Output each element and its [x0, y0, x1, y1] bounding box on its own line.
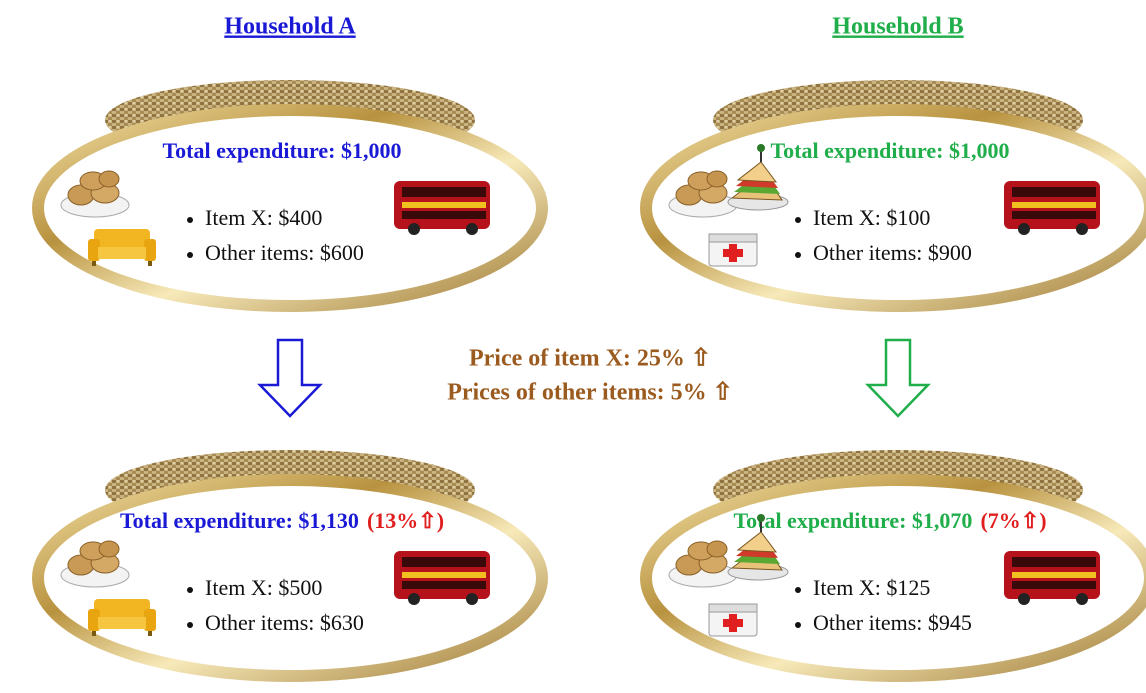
- bus-icon: [394, 551, 490, 605]
- bullet: [795, 587, 801, 593]
- bus-icon: [394, 181, 490, 235]
- kit-icon: [709, 234, 757, 266]
- bullet: [187, 217, 193, 223]
- total-expenditure: Total expenditure: $1,000: [163, 138, 402, 163]
- item-label: Item X: $400: [205, 205, 322, 230]
- household-title: Household A: [224, 14, 356, 40]
- total-label: Total expenditure: $1,000: [163, 138, 402, 163]
- bullet: [795, 252, 801, 258]
- household-title: Household B: [832, 14, 963, 40]
- item-label: Other items: $900: [813, 240, 972, 265]
- item-label: Item X: $100: [813, 205, 930, 230]
- bullet: [795, 217, 801, 223]
- price-change: Prices of other items: 5% ⇧: [447, 380, 733, 406]
- bullet: [187, 622, 193, 628]
- item-label: Other items: $600: [205, 240, 364, 265]
- total-expenditure: Total expenditure: $1,000: [771, 138, 1010, 163]
- bullet: [187, 587, 193, 593]
- total-label: Total expenditure: $1,000: [771, 138, 1010, 163]
- price-change: Price of item X: 25% ⇧: [469, 346, 711, 372]
- change-label: (7%⇧): [980, 508, 1046, 533]
- down-arrow: [260, 340, 320, 416]
- change-label: (13%⇧): [367, 508, 444, 533]
- total-label: Total expenditure: $1,070: [733, 508, 972, 533]
- total-expenditure: Total expenditure: $1,070 (7%⇧): [733, 508, 1046, 533]
- diagram: Price of item X: 25% ⇧ Prices of other i…: [0, 0, 1146, 693]
- total-expenditure: Total expenditure: $1,130 (13%⇧): [120, 508, 444, 533]
- bullet: [795, 622, 801, 628]
- kit-icon: [709, 604, 757, 636]
- item-label: Other items: $630: [205, 610, 364, 635]
- bus-icon: [1004, 181, 1100, 235]
- total-label: Total expenditure: $1,130: [120, 508, 359, 533]
- item-label: Item X: $500: [205, 575, 322, 600]
- item-label: Other items: $945: [813, 610, 972, 635]
- item-label: Item X: $125: [813, 575, 930, 600]
- bullet: [187, 252, 193, 258]
- down-arrow: [868, 340, 928, 416]
- bus-icon: [1004, 551, 1100, 605]
